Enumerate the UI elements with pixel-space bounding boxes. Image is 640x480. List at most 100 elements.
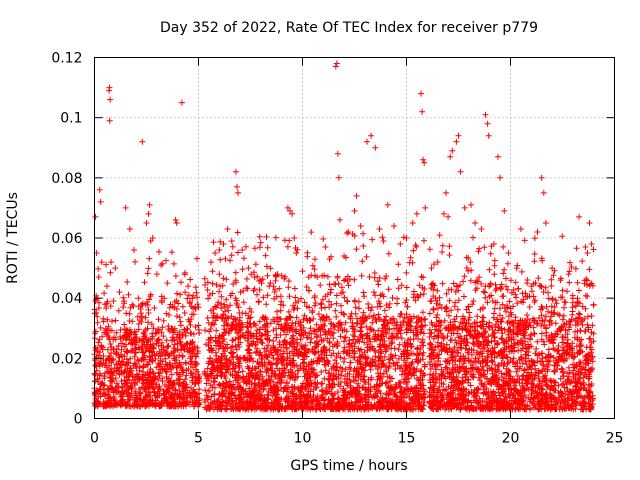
data-point <box>204 404 211 411</box>
data-point <box>110 397 117 404</box>
data-point <box>391 403 398 410</box>
data-point <box>440 381 447 388</box>
data-point <box>126 310 133 317</box>
data-point <box>120 294 127 301</box>
data-point <box>133 349 139 356</box>
data-point <box>263 345 270 352</box>
data-point <box>246 349 253 356</box>
data-point <box>375 298 382 305</box>
data-point <box>382 330 389 337</box>
data-point <box>321 323 328 329</box>
data-point <box>195 390 202 397</box>
data-point <box>135 358 142 364</box>
data-point <box>127 331 134 338</box>
data-point <box>267 265 274 272</box>
data-point <box>146 255 153 262</box>
data-point <box>365 381 372 387</box>
data-point <box>324 273 331 280</box>
data-point <box>234 229 241 236</box>
data-point <box>239 368 246 375</box>
data-point <box>107 269 114 276</box>
data-point <box>117 327 124 333</box>
data-point <box>496 349 503 356</box>
data-point <box>182 289 189 296</box>
data-point <box>112 336 119 343</box>
data-point <box>395 285 402 292</box>
data-point <box>107 382 114 389</box>
data-point <box>176 352 183 359</box>
data-point <box>352 298 358 305</box>
data-point <box>397 403 404 410</box>
data-point <box>347 315 354 322</box>
data-point <box>325 376 332 383</box>
data-point <box>386 300 393 307</box>
data-point <box>531 251 538 257</box>
data-point <box>501 326 508 333</box>
data-point <box>134 313 141 320</box>
data-point <box>542 284 549 291</box>
data-point <box>372 392 379 398</box>
data-point <box>228 252 235 259</box>
data-point <box>189 311 195 318</box>
data-point <box>232 269 239 276</box>
data-point <box>375 333 382 340</box>
data-point <box>538 312 545 319</box>
data-point <box>168 371 175 378</box>
data-point <box>408 361 415 368</box>
data-point <box>402 299 409 306</box>
data-point <box>419 284 426 291</box>
data-point <box>359 403 366 410</box>
data-point <box>402 343 409 350</box>
data-point <box>128 403 134 410</box>
data-point <box>187 348 194 355</box>
data-point <box>360 230 367 237</box>
data-point <box>234 372 241 379</box>
data-point <box>349 405 356 412</box>
data-point <box>381 321 387 328</box>
data-point <box>412 242 419 249</box>
data-point <box>350 368 357 374</box>
data-point <box>379 327 386 334</box>
data-point <box>351 343 358 350</box>
data-point <box>531 362 538 369</box>
data-point <box>308 365 315 372</box>
data-point <box>306 330 313 337</box>
data-point <box>141 385 148 392</box>
data-point <box>417 381 424 388</box>
data-point <box>144 299 151 305</box>
data-point <box>312 374 319 380</box>
data-point <box>539 355 546 362</box>
data-point <box>274 403 281 410</box>
data-point <box>385 383 392 390</box>
data-point <box>113 329 120 336</box>
data-point <box>415 294 422 301</box>
data-point <box>326 347 333 354</box>
data-point <box>96 359 103 365</box>
data-point <box>287 314 294 321</box>
data-point <box>528 391 535 398</box>
data-point <box>574 279 581 286</box>
data-point <box>248 381 255 388</box>
data-point <box>442 364 449 371</box>
data-point <box>460 278 467 285</box>
data-point <box>215 299 222 306</box>
data-point <box>248 309 255 315</box>
data-point <box>516 357 523 363</box>
data-point <box>173 306 180 312</box>
data-point <box>525 341 532 348</box>
data-point <box>216 271 223 278</box>
data-point <box>248 355 255 362</box>
data-point <box>377 357 384 364</box>
data-point <box>182 376 189 383</box>
data-point <box>145 265 152 272</box>
data-point <box>221 329 228 336</box>
data-point <box>180 380 187 387</box>
data-point <box>538 283 545 290</box>
data-point <box>304 394 311 400</box>
data-point <box>253 398 259 405</box>
data-point <box>94 313 101 320</box>
data-point <box>317 316 324 323</box>
data-point <box>382 275 389 282</box>
data-point <box>344 278 351 284</box>
